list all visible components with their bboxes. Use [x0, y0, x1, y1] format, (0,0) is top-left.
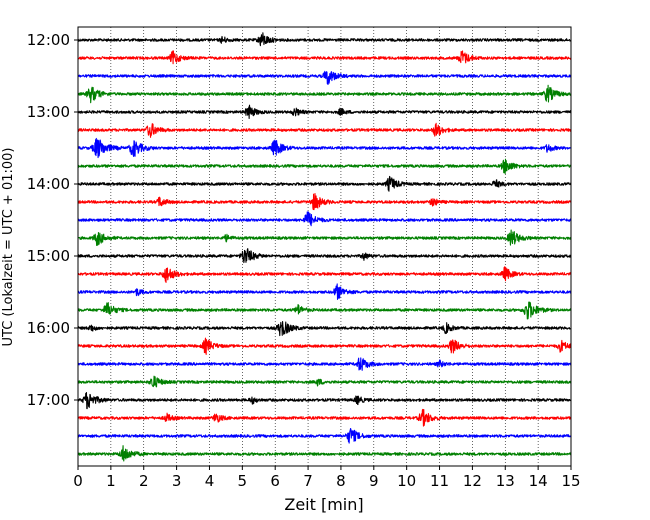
x-tick-label: 10	[397, 472, 416, 490]
x-tick-label: 5	[238, 472, 248, 490]
y-tick-label: 13:00	[27, 103, 70, 121]
seismic-trace	[77, 158, 572, 175]
y-tick-label: 16:00	[27, 319, 70, 337]
seismic-trace	[77, 375, 572, 388]
seismic-trace	[77, 32, 572, 47]
x-tick-label: 0	[73, 472, 83, 490]
seismic-trace	[77, 122, 572, 138]
y-tick-label: 17:00	[27, 391, 70, 409]
seismic-trace	[77, 392, 572, 410]
seismic-trace	[77, 70, 572, 86]
x-tick-label: 11	[430, 472, 449, 490]
x-tick-label: 7	[303, 472, 313, 490]
plot-frame	[77, 26, 572, 467]
seismic-trace	[77, 104, 572, 120]
seismic-trace	[77, 283, 572, 300]
y-tick-label: 14:00	[27, 175, 70, 193]
seismic-trace	[77, 301, 572, 320]
seismic-trace	[77, 320, 572, 337]
seismic-trace	[77, 408, 572, 427]
seismic-trace	[77, 175, 572, 192]
seismic-trace	[77, 337, 572, 355]
x-tick-label: 13	[496, 472, 515, 490]
x-tick-label: 15	[561, 472, 580, 490]
x-tick-label: 3	[172, 472, 182, 490]
seismic-trace	[77, 229, 572, 246]
seismic-trace	[77, 50, 572, 65]
x-tick-label: 4	[205, 472, 215, 490]
x-axis: 0 1 2 3 4 5 6 7 8 9 10 11 12 13 14 15	[73, 466, 581, 490]
x-axis-label: Zeit [min]	[284, 495, 363, 514]
seismic-trace	[77, 266, 572, 283]
grid-lines	[110, 27, 539, 466]
y-axis-label: UTC (Lokalzeit = UTC + 01:00)	[1, 148, 16, 347]
x-tick-label: 12	[463, 472, 482, 490]
y-axis: 12:00 13:00 14:00 15:00 16:00 17:00	[27, 31, 78, 409]
seismic-trace	[77, 357, 572, 371]
seismic-trace	[77, 192, 572, 211]
seismic-trace	[77, 137, 572, 159]
y-tick-label: 15:00	[27, 247, 70, 265]
seismic-traces	[77, 32, 572, 462]
seismic-trace	[77, 427, 572, 444]
y-tick-label: 12:00	[27, 31, 70, 49]
x-tick-label: 1	[106, 472, 116, 490]
x-tick-label: 14	[529, 472, 548, 490]
seismic-trace	[77, 445, 572, 462]
x-tick-label: 2	[139, 472, 149, 490]
seismic-trace	[77, 84, 572, 104]
x-tick-label: 9	[369, 472, 379, 490]
x-tick-label: 8	[336, 472, 346, 490]
seismic-trace	[77, 248, 572, 264]
seismic-trace	[77, 211, 572, 227]
x-tick-label: 6	[270, 472, 280, 490]
